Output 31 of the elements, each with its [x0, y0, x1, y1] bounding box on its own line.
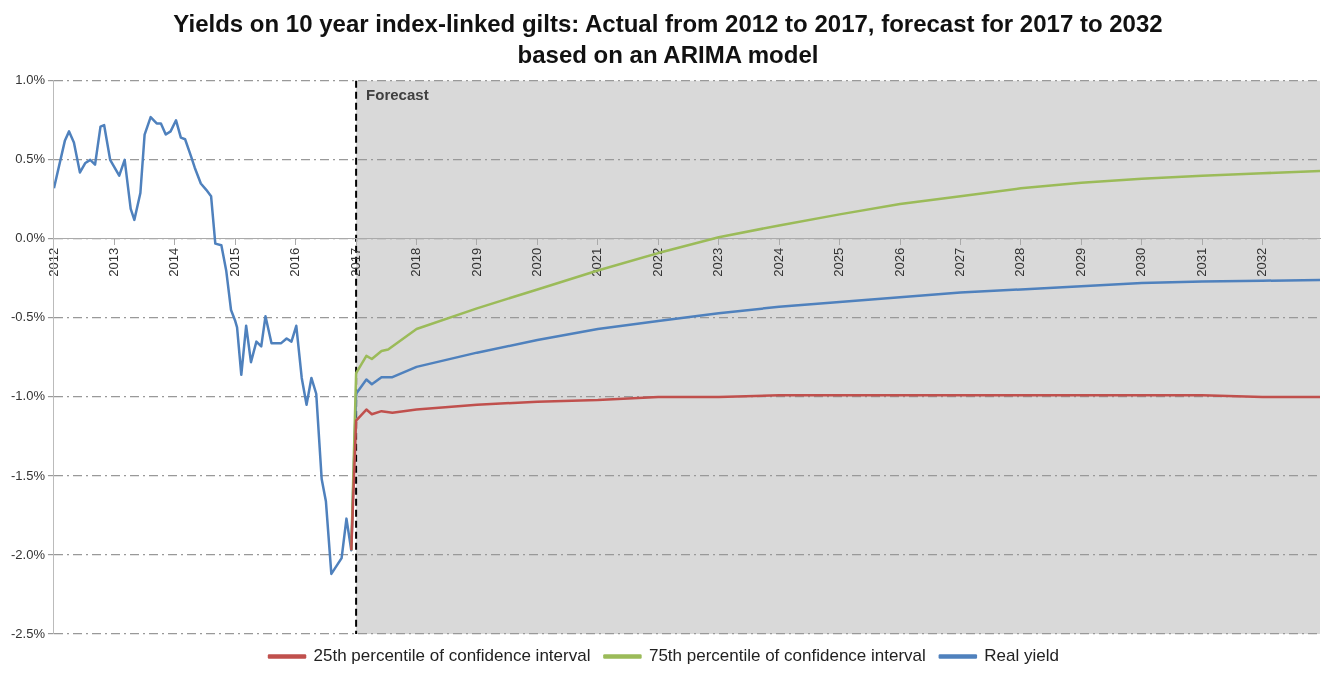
x-tick-label: 2026 [891, 247, 907, 277]
x-tick-label: 2019 [468, 247, 484, 277]
x-tick-label: 2024 [770, 247, 786, 277]
x-tick-label: 2031 [1193, 247, 1209, 277]
y-tick-label: 0.5% [15, 151, 46, 167]
x-tick-label: 2015 [226, 247, 242, 277]
x-tick-label: 2017 [347, 247, 363, 277]
x-tick-label: 2016 [287, 247, 303, 277]
legend-label: Real yield [984, 646, 1059, 666]
y-tick-label: -0.5% [10, 309, 46, 325]
chart-title: Yields on 10 year index-linked gilts: Actual from 2012 to 2017, forecast for 2017 to 2032 based on an ARIMA model [172, 9, 1164, 70]
y-tick-label: -2.5% [10, 625, 46, 641]
y-tick-label: 1.0% [15, 72, 46, 88]
x-tick-label: 2025 [831, 247, 847, 277]
legend-label: 25th percentile of confidence interval [313, 646, 591, 666]
y-tick-label: -2.0% [10, 546, 46, 562]
x-tick-label: 2013 [105, 247, 121, 277]
band-label: Forecast [366, 86, 429, 104]
x-tick-label: 2023 [710, 247, 726, 277]
x-tick-label: 2029 [1072, 247, 1088, 277]
x-tick-label: 2020 [528, 247, 544, 277]
x-tick-label: 2028 [1012, 247, 1028, 277]
x-tick-label: 2032 [1254, 247, 1270, 277]
y-tick-label: -1.5% [10, 467, 46, 483]
x-tick-label: 2030 [1133, 247, 1149, 277]
x-tick-label: 2014 [166, 247, 182, 277]
legend-label: 75th percentile of confidence interval [648, 646, 926, 666]
y-tick-label: 0.0% [15, 230, 46, 246]
x-tick-label: 2027 [952, 247, 968, 277]
y-tick-label: -1.0% [10, 388, 46, 404]
x-tick-label: 2018 [408, 247, 424, 277]
